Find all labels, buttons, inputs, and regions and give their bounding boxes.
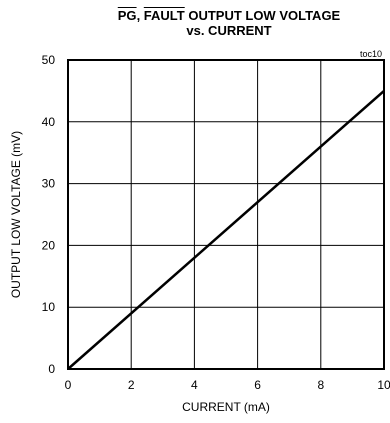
y-tick-label: 0: [48, 362, 55, 376]
x-tick-label: 10: [377, 378, 390, 392]
x-tick-label: 8: [317, 378, 324, 392]
chart-tag: toc10: [360, 49, 382, 59]
chart-title-line2: vs. CURRENT: [186, 23, 272, 38]
plot-area-frame: [67, 59, 385, 370]
x-tick-label: 4: [191, 378, 198, 392]
title-rest: OUTPUT LOW VOLTAGE: [184, 8, 341, 23]
y-tick-label: 20: [42, 238, 56, 252]
series-line: [67, 89, 385, 370]
y-tick-label: 10: [42, 300, 56, 314]
x-tick-label: 0: [65, 378, 72, 392]
y-tick-label: 50: [42, 53, 56, 67]
y-axis-label: OUTPUT LOW VOLTAGE (mV): [9, 131, 23, 298]
title-pg: PG: [117, 8, 137, 23]
x-tick-label: 2: [128, 378, 135, 392]
chart-title-line1: PG, FAULT OUTPUT LOW VOLTAGE: [68, 8, 390, 23]
y-tick-label: 30: [42, 177, 56, 191]
x-tick-label: 6: [254, 378, 261, 392]
x-axis-label: CURRENT (mA): [182, 400, 270, 414]
title-fault: FAULT: [143, 8, 185, 23]
title-sep: ,: [136, 8, 144, 23]
y-tick-label: 40: [42, 115, 56, 129]
